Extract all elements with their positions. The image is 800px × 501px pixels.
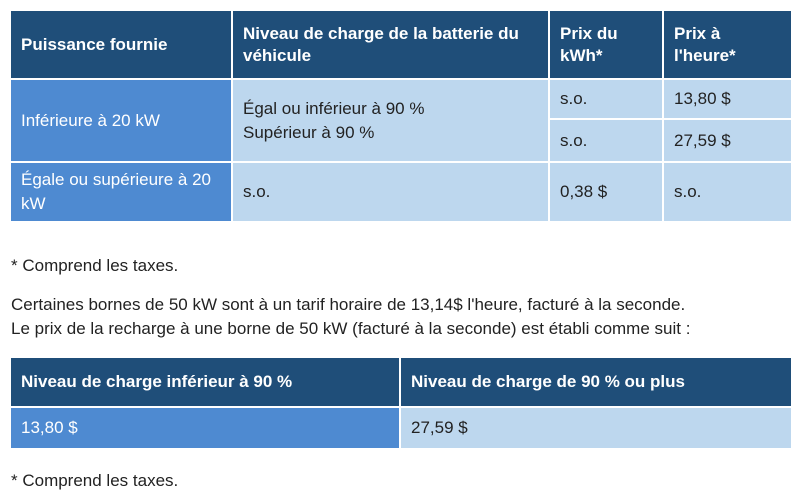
- cell-power-below-20: Inférieure à 20 kW: [9, 78, 233, 163]
- table-row: 13,80 $ 27,59 $: [9, 406, 793, 450]
- table-row: s.o. 27,59 $: [10, 118, 793, 163]
- cell-price-below-90: 13,80 $: [9, 406, 401, 450]
- battery-level-line-2: Supérieur à 90 %: [243, 122, 375, 142]
- header-price-kwh: Prix du kWh*: [548, 9, 664, 80]
- pricing-table-header-row: Puissance fournie Niveau de charge de la…: [9, 9, 793, 80]
- cell-price-90-plus: 27,59 $: [399, 406, 793, 450]
- header-90-plus: Niveau de charge de 90 % ou plus: [399, 356, 793, 408]
- header-below-90: Niveau de charge inférieur à 90 %: [9, 356, 401, 408]
- cell-kwh-b: s.o.: [548, 118, 664, 163]
- footnote-taxes: * Comprend les taxes.: [11, 256, 179, 275]
- cell-hour-b: 27,59 $: [662, 118, 793, 163]
- header-price-hour: Prix à l'heure*: [662, 9, 793, 80]
- cell-hour-na: s.o.: [662, 161, 793, 223]
- cell-kwh-price: 0,38 $: [548, 161, 664, 223]
- cell-kwh-a: s.o.: [548, 78, 664, 120]
- info-paragraph: Certaines bornes de 50 kW sont à un tari…: [11, 293, 690, 341]
- table-row: Égale ou supérieure à 20 kW s.o. 0,38 $ …: [9, 161, 793, 223]
- header-battery-level: Niveau de charge de la batterie du véhic…: [231, 9, 550, 80]
- info-line-2: Le prix de la recharge à une borne de 50…: [11, 319, 691, 338]
- cell-hour-a: 13,80 $: [662, 78, 793, 120]
- cell-battery-levels: Égal ou inférieur à 90 % Supérieur à 90 …: [231, 78, 550, 163]
- fifty-kw-pricing-table: Niveau de charge inférieur à 90 % Niveau…: [9, 356, 793, 450]
- table-row: Inférieure à 20 kW Égal ou inférieur à 9…: [9, 78, 793, 163]
- battery-level-line-1: Égal ou inférieur à 90 %: [243, 98, 425, 118]
- info-line-1: Certaines bornes de 50 kW sont à un tari…: [11, 295, 686, 314]
- footnote-taxes-2: * Comprend les taxes.: [11, 471, 179, 490]
- pricing-table: Puissance fournie Niveau de charge de la…: [9, 9, 793, 223]
- cell-battery-na: s.o.: [231, 161, 550, 223]
- fifty-kw-header-row: Niveau de charge inférieur à 90 % Niveau…: [9, 356, 793, 408]
- cell-power-20-plus: Égale ou supérieure à 20 kW: [9, 161, 233, 223]
- header-power: Puissance fournie: [9, 9, 233, 80]
